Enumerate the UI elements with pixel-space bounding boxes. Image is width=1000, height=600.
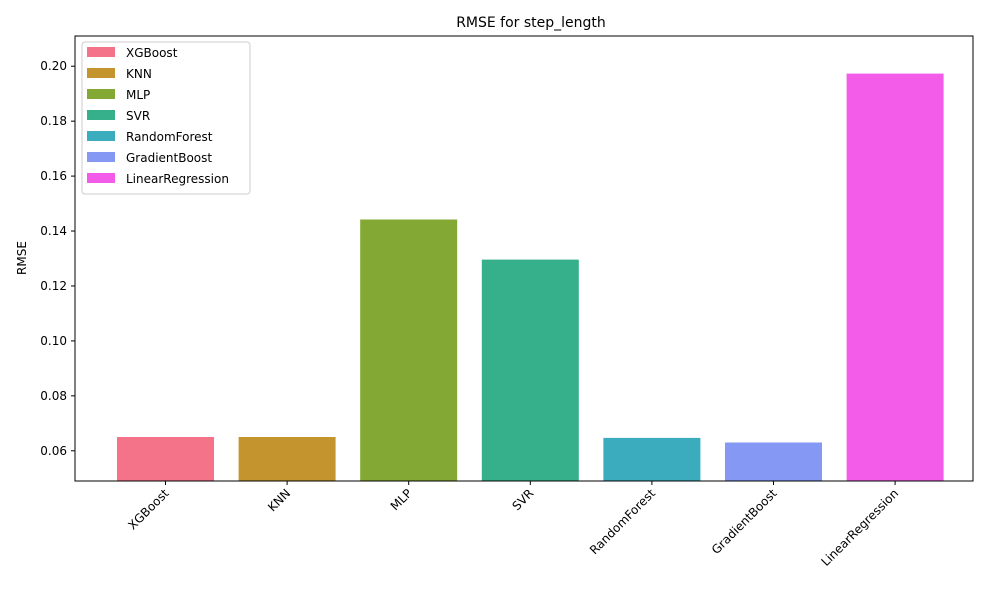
legend-swatch (87, 173, 115, 183)
y-tick-label: 0.10 (40, 334, 67, 348)
legend-label: KNN (126, 67, 152, 81)
x-tick-label: GradientBoost (709, 486, 780, 557)
x-tick-label: KNN (265, 486, 293, 514)
bar-svr (481, 259, 579, 481)
y-tick-label: 0.08 (40, 389, 67, 403)
bar-randomforest (603, 437, 701, 481)
y-axis-ticks: 0.06 0.08 0.10 0.12 0.14 0.16 0.18 0.20 (40, 59, 75, 458)
y-axis-label: RMSE (15, 241, 29, 275)
x-tick-label: RandomForest (587, 486, 658, 557)
y-tick-label: 0.06 (40, 444, 67, 458)
x-axis-ticks: XGBoost KNN MLP SVR RandomForest GradientBoos… (125, 481, 901, 569)
bar-gradientboost (725, 442, 822, 481)
y-tick-label: 0.18 (40, 114, 67, 128)
x-tick-label: LinearRegression (819, 486, 902, 569)
x-tick-label: MLP (388, 486, 415, 513)
legend-label: SVR (126, 109, 150, 123)
legend-label: MLP (126, 88, 150, 102)
legend-swatch (87, 152, 115, 162)
x-tick-label: SVR (509, 486, 536, 513)
legend-swatch (87, 110, 115, 120)
y-tick-label: 0.14 (40, 224, 67, 238)
legend-label: GradientBoost (126, 151, 212, 165)
legend-label: XGBoost (126, 46, 178, 60)
legend-label: RandomForest (126, 130, 213, 144)
bar-mlp (360, 219, 458, 481)
chart-title: RMSE for step_length (456, 15, 606, 31)
bars-group (117, 73, 944, 481)
legend-swatch (87, 89, 115, 99)
x-tick-label: XGBoost (125, 486, 171, 532)
y-tick-label: 0.12 (40, 279, 67, 293)
bar-linearregression (846, 73, 944, 481)
legend-swatch (87, 47, 115, 57)
bar-knn (238, 437, 336, 481)
plot-frame (74, 35, 974, 482)
y-tick-label: 0.16 (40, 169, 67, 183)
bar-xgboost (117, 437, 214, 481)
legend-swatch (87, 68, 115, 78)
legend-swatch (87, 131, 115, 141)
legend-label: LinearRegression (126, 172, 229, 186)
legend-box (81, 41, 251, 195)
y-tick-label: 0.20 (40, 59, 67, 73)
legend: XGBoost KNN MLP SVR RandomForest GradientBoos… (81, 41, 251, 195)
